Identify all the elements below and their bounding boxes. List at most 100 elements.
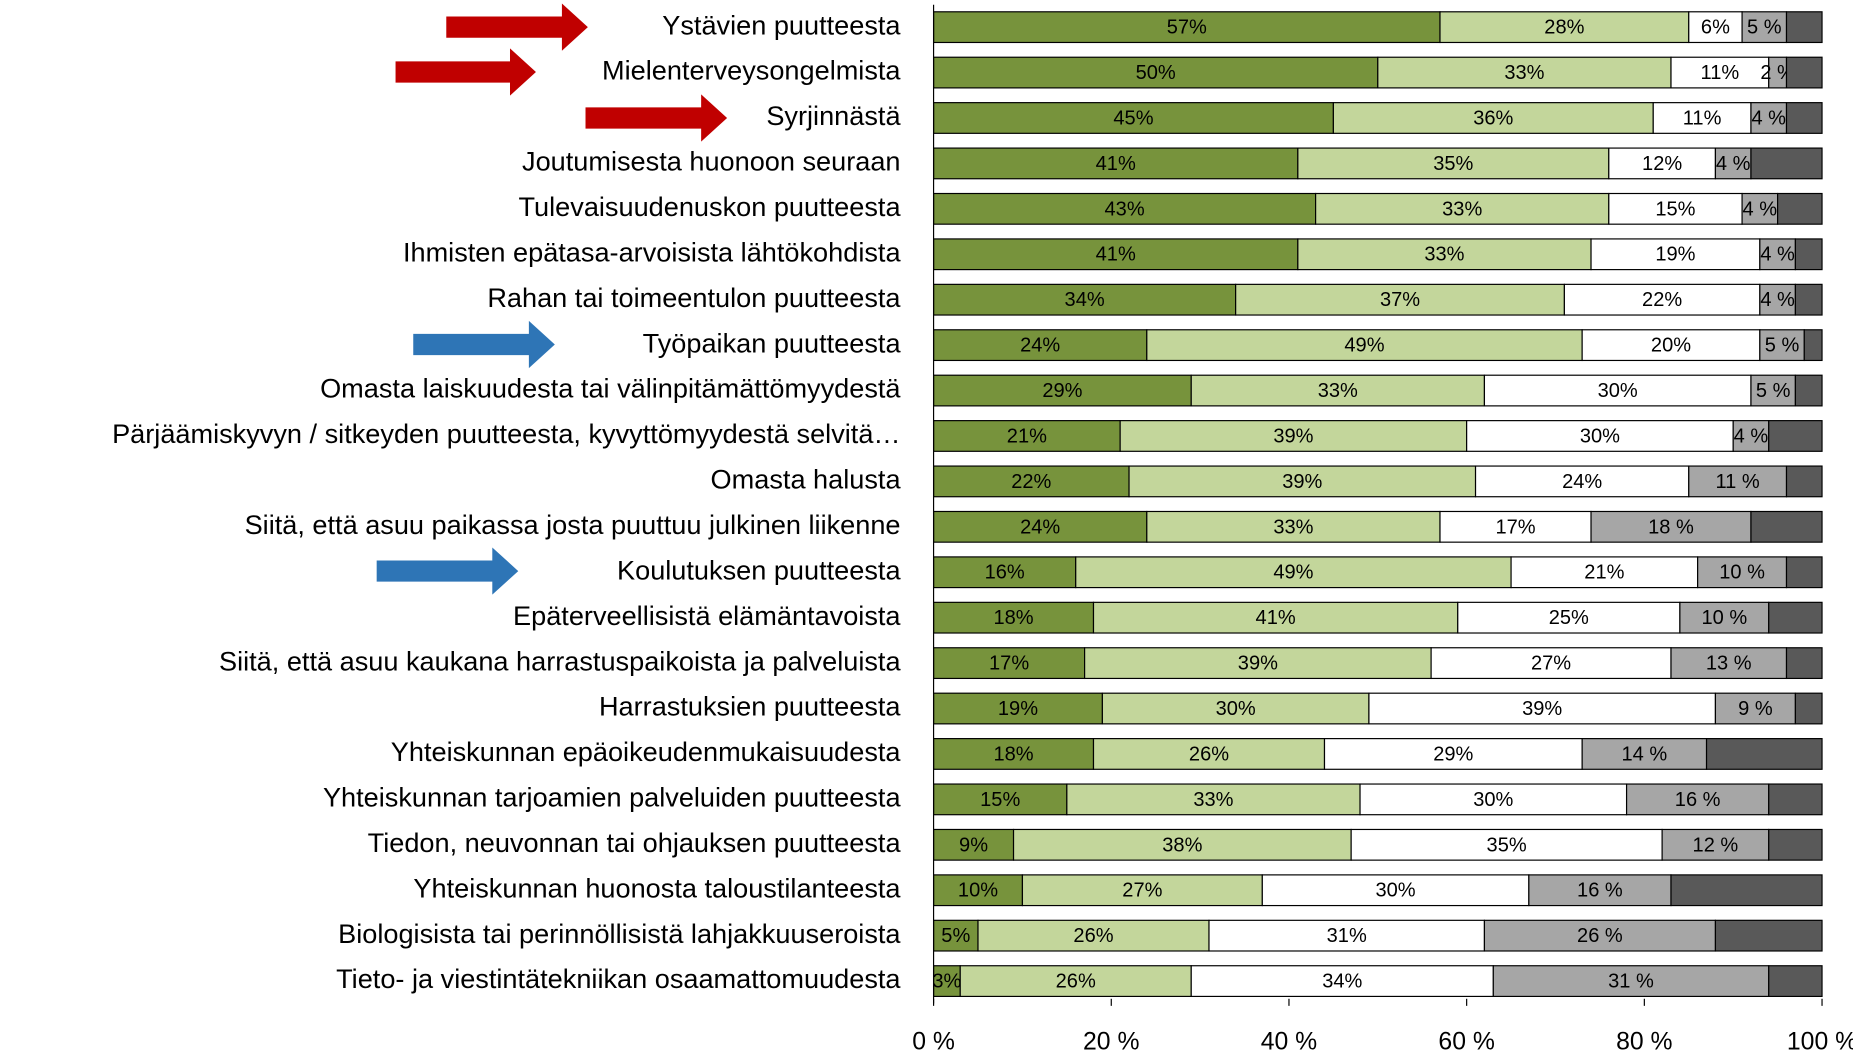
value-label: 33% <box>1424 244 1464 266</box>
value-label: 26% <box>1189 743 1229 765</box>
bar-segment <box>1732 420 1770 452</box>
value-label: 10 % <box>1719 562 1765 584</box>
bar-segment <box>1714 692 1796 725</box>
bar-segment <box>932 874 1024 907</box>
bar-segment <box>932 828 1015 861</box>
bar-segment <box>1190 965 1494 998</box>
value-label: 24% <box>1562 471 1602 493</box>
bar-segment <box>1759 329 1805 362</box>
value-label: 18% <box>993 607 1033 629</box>
value-label: 18% <box>993 743 1033 765</box>
bar-segment <box>1297 147 1610 180</box>
value-label: 28% <box>1544 17 1584 39</box>
x-tick-label: 20 % <box>1083 1029 1139 1056</box>
value-label: 11 % <box>1716 471 1760 493</box>
category-label: Syrjinnästä <box>766 100 901 131</box>
bar-segment <box>1750 147 1823 180</box>
bar-segment <box>1581 738 1708 770</box>
value-label: 39% <box>1522 698 1562 720</box>
value-label: 12% <box>1642 153 1682 175</box>
bar-segment <box>1750 374 1796 407</box>
arrows <box>376 3 728 595</box>
value-label: 41% <box>1256 607 1296 629</box>
value-label: 39% <box>1282 471 1322 493</box>
value-label: 5 % <box>1756 380 1791 402</box>
value-label: 38% <box>1162 834 1202 856</box>
value-label: 16 % <box>1675 789 1721 811</box>
bar-segment <box>1563 283 1761 316</box>
bar-segment <box>1670 874 1823 907</box>
category-label: Omasta halusta <box>711 464 902 495</box>
category-label: Yhteiskunnan huonosta taloustilanteesta <box>413 872 901 903</box>
category-label: Mielenterveysongelmista <box>602 55 901 86</box>
category-label: Pärjäämiskyvyn / sitkeyden puutteesta, k… <box>112 418 900 449</box>
value-label: 39% <box>1273 425 1313 447</box>
bar-segment <box>1670 647 1788 680</box>
category-label: Ihmisten epätasa-arvoisista lähtökohdist… <box>403 236 901 267</box>
blue-arrow <box>413 320 555 369</box>
value-label: 39% <box>1238 653 1278 675</box>
value-label: 26% <box>1073 925 1113 947</box>
category-label: Omasta laiskuudesta tai välinpitämättömy… <box>320 373 901 404</box>
value-label: 4 % <box>1760 289 1795 311</box>
x-tick-label: 40 % <box>1261 1029 1317 1056</box>
value-label: 21% <box>1007 425 1047 447</box>
category-label: Siitä, että asuu paikassa josta puuttuu … <box>245 509 901 540</box>
bar-segment <box>1146 510 1441 543</box>
bar-segment <box>1368 692 1717 725</box>
red-arrow <box>446 3 588 51</box>
bar-segment <box>1750 102 1788 134</box>
category-label: Biologisista tai perinnöllisistä lahjakk… <box>338 918 901 949</box>
value-label: 4 % <box>1743 198 1778 220</box>
value-label: 16 % <box>1577 880 1623 902</box>
bar-segment <box>1012 828 1352 861</box>
category-label: Tieto- ja viestintätekniikan osaamattomu… <box>336 963 901 994</box>
value-label: 3% <box>932 971 961 993</box>
bar-segment <box>1323 738 1583 770</box>
bar-segment <box>1092 738 1326 770</box>
bar-segment <box>1457 601 1681 634</box>
bar-segment <box>959 965 1192 998</box>
x-tick-label: 80 % <box>1616 1029 1672 1056</box>
value-label: 33% <box>1318 380 1358 402</box>
category-label: Harrastuksien puutteesta <box>599 691 901 722</box>
value-label: 9 % <box>1738 698 1773 720</box>
bar-segment <box>1688 465 1788 498</box>
bar-segment <box>932 465 1130 498</box>
bar-segment <box>1510 556 1699 589</box>
bar-segment <box>1794 283 1823 316</box>
bar-segment <box>932 56 1379 89</box>
bar-segment <box>1768 783 1823 816</box>
bar-segment <box>1332 102 1654 134</box>
bar-segment <box>932 601 1095 634</box>
bar-segment <box>1483 374 1752 407</box>
value-label: 11% <box>1683 107 1722 129</box>
bar-segment <box>1785 465 1823 498</box>
category-label: Joutumisesta huonoon seuraan <box>522 146 901 177</box>
value-label: 17% <box>1495 516 1535 538</box>
value-label: 30% <box>1473 789 1513 811</box>
value-label: 30% <box>1216 698 1256 720</box>
value-label: 50% <box>1136 62 1176 84</box>
bar-segment <box>1785 647 1823 680</box>
value-label: 5% <box>941 925 970 947</box>
x-tick-label: 60 % <box>1438 1029 1494 1056</box>
bar-segment <box>1528 874 1672 907</box>
x-tick-label: 100 % <box>1787 1029 1853 1056</box>
bar-segment <box>1803 329 1823 362</box>
bar-segment <box>1697 556 1788 589</box>
value-label: 37% <box>1380 289 1420 311</box>
value-label: 11% <box>1701 62 1740 84</box>
value-label: 30% <box>1376 880 1416 902</box>
value-label: 4 % <box>1760 244 1795 266</box>
bar-segment <box>932 102 1334 134</box>
value-label: 10% <box>958 880 998 902</box>
bar-segment <box>1261 874 1530 907</box>
bar-segment <box>1608 147 1717 180</box>
value-label: 33% <box>1442 198 1482 220</box>
value-label: 12 % <box>1693 834 1739 856</box>
value-label: 5 % <box>1765 335 1800 357</box>
value-label: 21% <box>1584 562 1624 584</box>
value-label: 5 % <box>1747 17 1782 39</box>
